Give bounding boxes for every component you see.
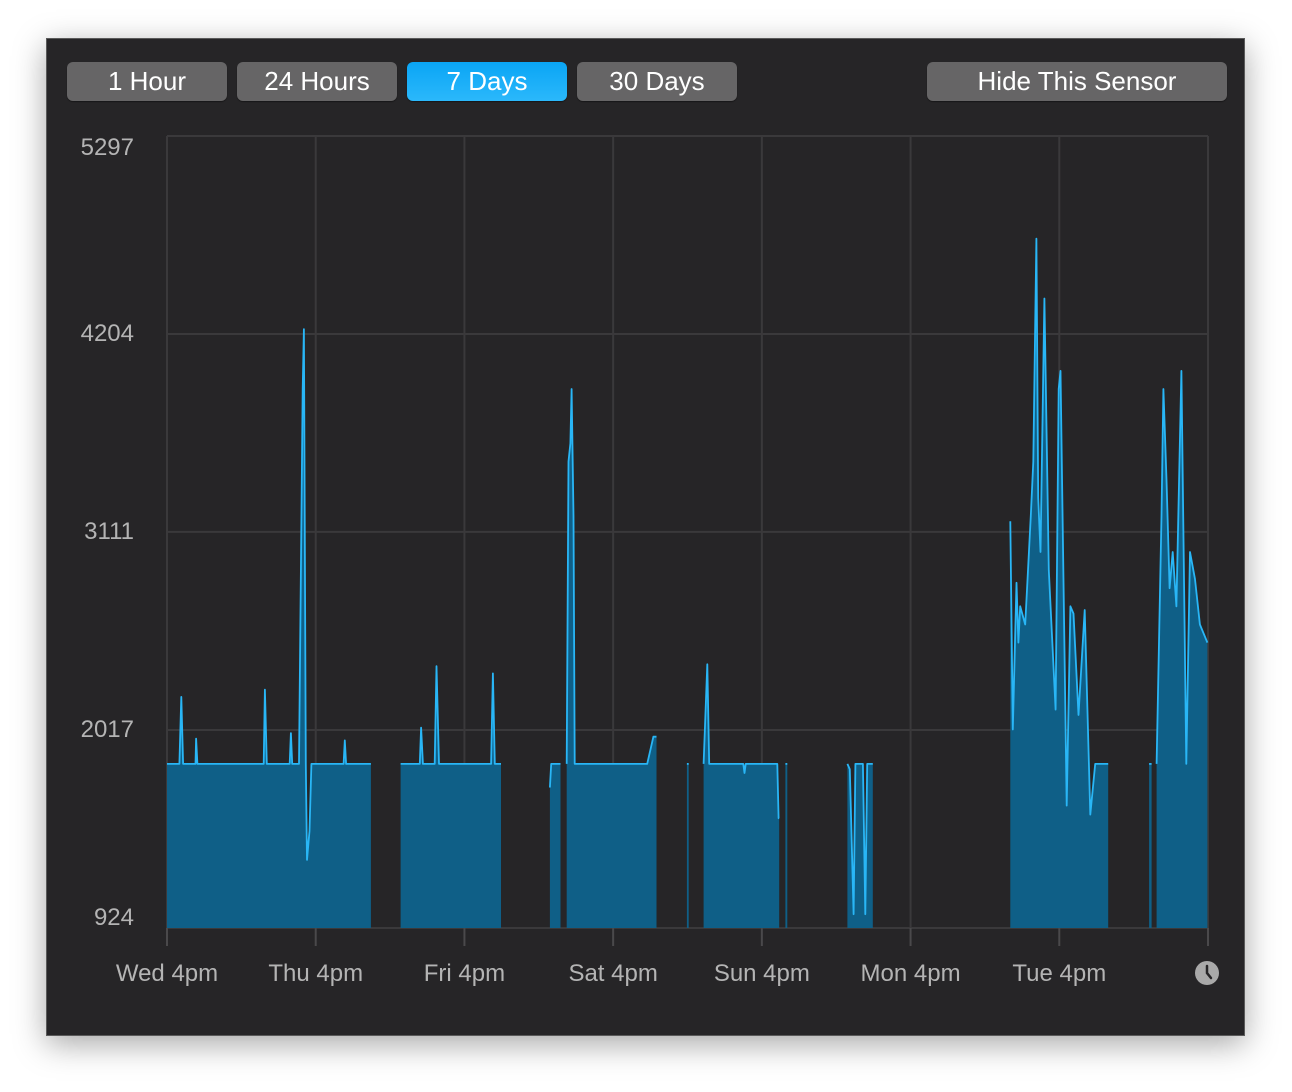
clock-icon[interactable] xyxy=(1195,961,1219,985)
range-1-hour-button[interactable]: 1 Hour xyxy=(67,62,227,101)
x-tick-label: Sat 4pm xyxy=(568,960,658,987)
range-7-days-button[interactable]: 7 Days xyxy=(407,62,567,101)
x-tick-label: Thu 4pm xyxy=(268,960,364,987)
sensor-window: 1 Hour 24 Hours 7 Days 30 Days Hide This… xyxy=(46,38,1245,1036)
range-30-days-button[interactable]: 30 Days xyxy=(577,62,737,101)
series-area-segment xyxy=(167,329,371,928)
series-area-segment xyxy=(1149,763,1152,928)
series-area-segment xyxy=(686,763,689,928)
series-area-segment xyxy=(400,666,501,928)
y-tick-label: 4204 xyxy=(80,320,134,347)
series-line-segment xyxy=(1009,237,1109,816)
y-tick-label: 924 xyxy=(93,904,134,931)
series-area-segment xyxy=(703,664,780,928)
series-area-segment xyxy=(566,389,657,928)
series-area-segment xyxy=(549,763,561,928)
range-24-hours-button[interactable]: 24 Hours xyxy=(237,62,397,101)
hide-sensor-button[interactable]: Hide This Sensor xyxy=(927,62,1227,101)
series-line-segment xyxy=(702,663,780,820)
series-area-segment xyxy=(1156,370,1208,928)
series-line-segment xyxy=(565,388,657,765)
chart-plot xyxy=(166,135,1209,946)
x-tick-label: Tue 4pm xyxy=(1012,960,1107,987)
series-line-segment xyxy=(549,763,561,788)
x-tick-label: Fri 4pm xyxy=(423,960,506,987)
x-tick-label: Sun 4pm xyxy=(713,960,810,987)
series-area-segment xyxy=(785,763,788,928)
x-tick-label: Mon 4pm xyxy=(860,960,961,987)
series-line-segment xyxy=(400,665,501,765)
series-line-segment xyxy=(846,763,873,916)
x-tick-label: Wed 4pm xyxy=(115,960,219,987)
y-tick-label: 3111 xyxy=(84,518,134,545)
y-tick-label: 2017 xyxy=(80,716,134,743)
series-line-segment xyxy=(1155,369,1209,765)
y-tick-label: 5297 xyxy=(80,134,134,161)
series-line-segment xyxy=(167,328,371,861)
